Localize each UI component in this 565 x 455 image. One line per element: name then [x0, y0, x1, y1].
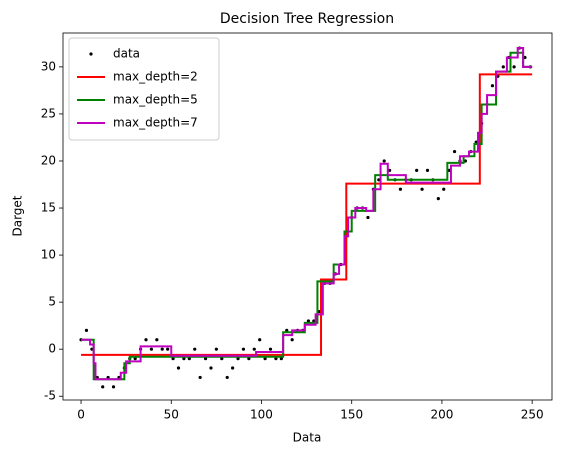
data-point — [512, 65, 516, 69]
data-point — [442, 187, 446, 191]
data-point — [317, 309, 321, 314]
data-point — [474, 140, 478, 144]
data-point — [274, 356, 278, 361]
legend-marker — [89, 52, 93, 56]
x-axis-label: Data — [293, 431, 322, 445]
y-tick-label: 30 — [41, 59, 56, 73]
x-tick-label: 100 — [250, 408, 273, 422]
data-point — [187, 356, 191, 361]
data-point — [490, 84, 495, 88]
axes-frame — [62, 32, 553, 401]
data-point — [425, 168, 430, 172]
data-point — [306, 319, 311, 323]
data-point — [84, 328, 89, 332]
y-tick-label: -5 — [44, 389, 56, 403]
x-tick-label: 250 — [521, 408, 544, 422]
data-point — [209, 366, 213, 370]
data-point — [220, 356, 224, 361]
data-point — [166, 347, 170, 351]
data-point — [241, 347, 246, 351]
data-point — [268, 347, 273, 351]
legend-label: max_depth=2 — [113, 70, 198, 84]
data-point — [133, 356, 137, 361]
data-point — [263, 356, 267, 361]
data-point — [415, 168, 419, 172]
y-tick-label: 20 — [41, 153, 56, 167]
data-point — [452, 149, 457, 154]
data-point — [101, 385, 105, 389]
data-point — [176, 366, 181, 370]
y-tick-label: 5 — [48, 295, 56, 309]
x-tick-label: 150 — [340, 408, 363, 422]
data-point — [160, 347, 164, 351]
legend-label: max_depth=7 — [113, 116, 198, 130]
data-point — [258, 338, 262, 342]
data-point — [225, 375, 229, 380]
data-point — [436, 197, 440, 201]
data-point — [95, 375, 99, 380]
legend-box — [68, 37, 220, 141]
data-point — [155, 338, 159, 342]
data-point — [111, 385, 116, 389]
data-point — [290, 338, 294, 342]
y-axis-label: Darget — [11, 195, 25, 236]
y-tick-label: 10 — [41, 248, 56, 262]
data-point — [312, 319, 316, 323]
legend-label: data — [113, 47, 140, 61]
legend: data max_depth=2 max_depth=5 max_depth=7 — [68, 37, 220, 141]
data-point — [463, 159, 467, 163]
x-tick-label: 50 — [164, 408, 179, 422]
data-point — [501, 65, 505, 69]
chart-title: Decision Tree Regression — [220, 11, 394, 27]
legend-label: max_depth=5 — [113, 93, 198, 107]
data-point — [420, 187, 424, 191]
data-point — [398, 187, 403, 191]
data-point — [214, 347, 218, 351]
step-line — [81, 51, 533, 381]
x-tick-label: 200 — [430, 408, 453, 422]
data-point — [366, 215, 370, 220]
data-point — [182, 356, 186, 361]
data-point — [523, 55, 527, 60]
data-point — [90, 347, 94, 351]
data-point — [285, 328, 289, 332]
data-point — [193, 347, 197, 351]
data-point — [231, 366, 235, 370]
data-point — [279, 356, 283, 361]
data-point — [106, 375, 110, 380]
data-point — [388, 168, 392, 172]
plot-area — [79, 46, 533, 389]
x-tick-label: 0 — [77, 408, 85, 422]
data-point — [377, 178, 381, 182]
data-point — [171, 356, 175, 361]
data-point — [117, 375, 121, 380]
data-point — [382, 159, 386, 163]
data-point — [198, 375, 202, 380]
y-tick-label: 0 — [48, 342, 56, 356]
data-point — [247, 356, 251, 361]
data-point — [447, 168, 451, 172]
data-point — [252, 347, 256, 351]
y-tick-label: 25 — [41, 106, 56, 120]
data-point — [149, 347, 154, 351]
data-point — [496, 74, 500, 78]
data-point — [144, 338, 148, 342]
step-line — [81, 47, 533, 381]
y-tick-label: 15 — [41, 201, 56, 215]
data-point — [203, 356, 208, 361]
data-point — [236, 356, 240, 361]
